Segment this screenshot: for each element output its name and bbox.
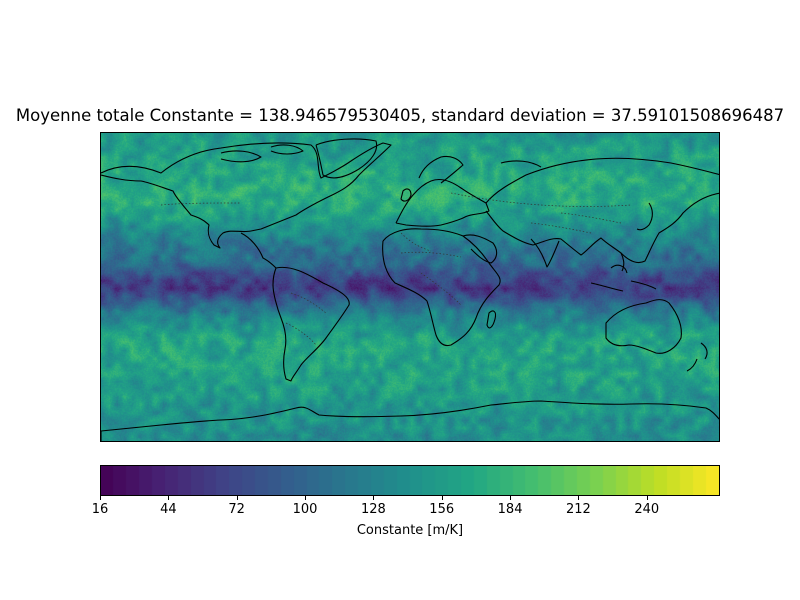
map-plot-area [100,132,720,442]
coastline-antarctica [101,400,719,441]
coastline-greenland [315,138,378,179]
borders-asia-south [530,212,622,234]
colorbar-tick-mark [578,496,580,500]
colorbar-tick-mark [168,496,170,500]
colorbar-tick-label: 212 [566,502,591,517]
colorbar-gradient [101,466,719,495]
coastline-philippines [620,252,625,272]
coastline-britain [400,188,412,202]
colorbar-tick-mark [100,496,101,500]
colorbar [100,465,720,496]
colorbar-tick-label: 16 [91,502,109,517]
coastline-india [530,238,560,268]
coastline-north-america [101,142,392,249]
coastline-europe [395,178,490,227]
colorbar-tick-mark [646,496,648,500]
coastline-scandinavia [418,155,464,184]
coastline-arabia [462,234,498,264]
colorbar-tick-label: 72 [228,502,245,517]
colorbar-tick-mark [236,496,238,500]
colorbar-tick-mark [510,496,512,500]
coastline-south-america [272,266,350,382]
coastline-australia [605,299,682,354]
coastlines-layer [101,138,719,441]
coastline-indonesia [590,264,657,292]
coastline-asia [485,157,719,264]
colorbar-tick-label: 240 [634,502,660,517]
borders-africa [400,232,462,306]
colorbar-tick-label: 184 [497,502,523,517]
colorbar-label: Constante [m/K] [356,523,464,538]
coastline-arctic-islands [220,144,542,168]
heatmap-field [101,133,719,441]
coastline-africa [382,228,501,347]
coastline-central-america [240,232,277,269]
colorbar-tick-label: 44 [160,502,177,517]
colorbar-tick-label: 156 [429,502,455,517]
chart-title: Moyenne totale Constante = 138.946579530… [15,106,785,125]
colorbar-tick-mark [373,496,375,500]
colorbar-tick-mark [441,496,443,500]
borders-layer [160,192,632,346]
coastline-madagascar [486,310,497,329]
colorbar-tick-label: 128 [360,502,386,517]
borders-south-america [285,292,327,346]
coastline-new-zealand [686,342,708,372]
border-us-canada [160,202,242,206]
borders-europe-asia [450,192,632,207]
coastline-japan [636,202,653,231]
colorbar-tick-label: 100 [292,502,318,517]
colorbar-tick-mark [305,496,307,500]
